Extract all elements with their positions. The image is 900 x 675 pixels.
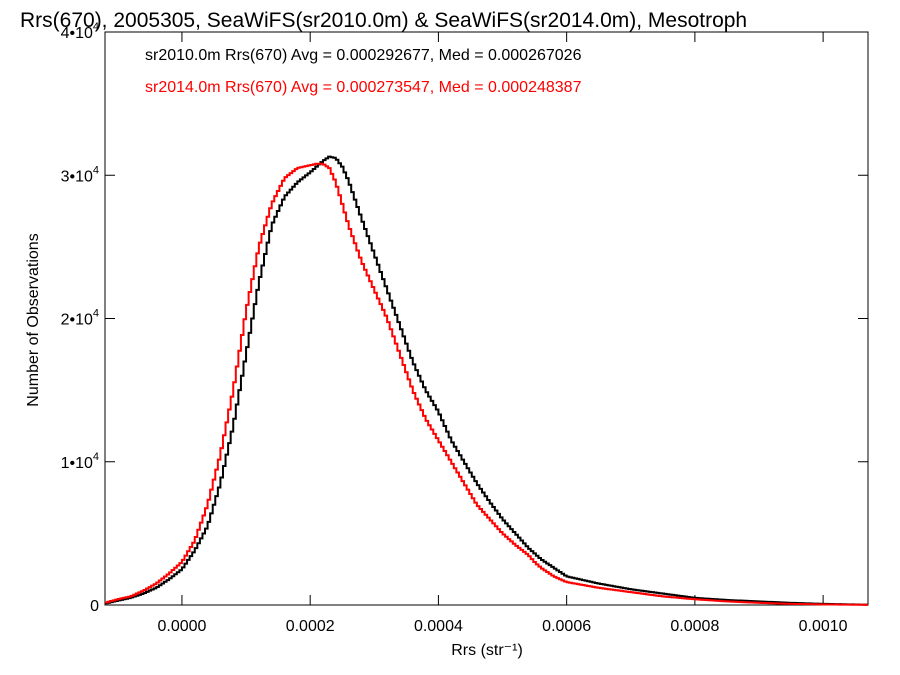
y-tick-exponent: 4 (93, 308, 99, 320)
x-axis-ticks: 0.0000 0.0002 0.0004 0.0006 0.0008 0.0010 (157, 32, 848, 635)
series-line-sr2010.0m (105, 155, 868, 606)
x-tick-label: 0.0002 (286, 618, 335, 635)
y-axis-label: Number of Observations (25, 233, 42, 406)
plot-frame (104, 31, 869, 606)
series-layer (105, 155, 868, 606)
x-tick-label: 0.0008 (670, 618, 719, 635)
y-tick-label: 3•104 (61, 164, 99, 185)
x-tick-label: 0.0006 (542, 618, 591, 635)
x-axis-label: Rrs (str⁻¹) (451, 642, 523, 659)
y-tick-exponent: 4 (93, 164, 99, 176)
y-tick-exponent: 4 (93, 21, 99, 33)
y-tick-mantissa: 1•10 (61, 455, 93, 472)
y-tick-mantissa: 3•10 (61, 168, 93, 185)
y-tick-label: 0 (90, 598, 99, 615)
x-tick-label: 0.0004 (414, 618, 463, 635)
y-tick-label: 4•104 (61, 21, 99, 42)
y-tick-mantissa: 0 (90, 598, 99, 615)
x-tick-label: 0.0010 (799, 618, 848, 635)
y-tick-mantissa: 2•10 (61, 312, 93, 329)
series-line-sr2014.0m (105, 162, 868, 606)
legend-entry-sr2014: sr2014.0m Rrs(670) Avg = 0.000273547, Me… (145, 79, 582, 96)
y-tick-mantissa: 4•10 (61, 25, 93, 42)
legend-entry-sr2010: sr2010.0m Rrs(670) Avg = 0.000292677, Me… (145, 47, 582, 64)
x-tick-label: 0.0000 (157, 618, 206, 635)
y-tick-exponent: 4 (93, 451, 99, 463)
chart-title: Rrs(670), 2005305, SeaWiFS(sr2010.0m) & … (20, 9, 747, 32)
y-tick-label: 2•104 (61, 308, 99, 329)
y-tick-label: 1•104 (61, 451, 99, 472)
